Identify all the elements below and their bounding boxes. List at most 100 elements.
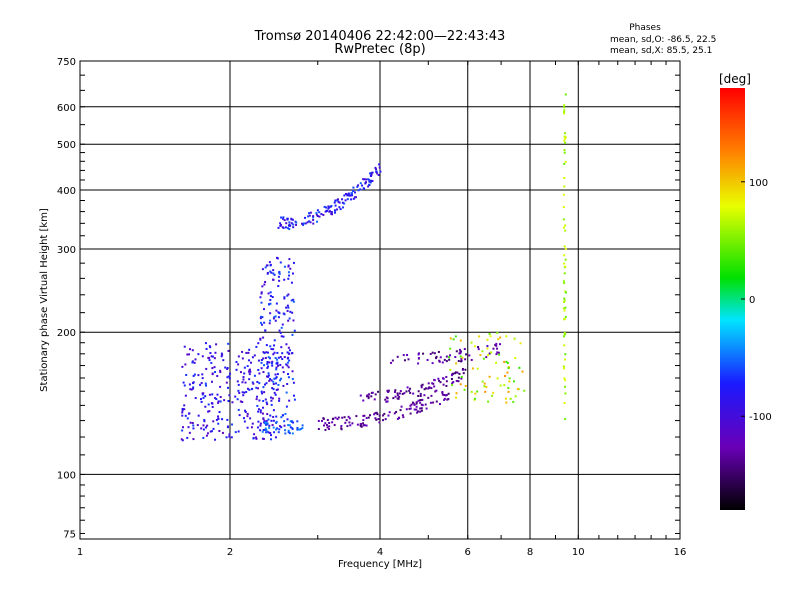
- data-point: [448, 358, 451, 361]
- data-point: [462, 372, 465, 375]
- data-point: [279, 355, 282, 358]
- data-point: [266, 271, 269, 274]
- data-point: [201, 377, 204, 380]
- data-point: [201, 373, 204, 376]
- data-point: [264, 427, 267, 430]
- data-point: [287, 372, 290, 375]
- data-point: [362, 414, 365, 417]
- data-point: [217, 401, 220, 404]
- data-point: [359, 188, 362, 191]
- data-point: [460, 357, 463, 360]
- data-point: [291, 378, 294, 381]
- data-point: [208, 345, 211, 348]
- data-point: [269, 298, 272, 301]
- data-point: [382, 419, 385, 422]
- data-point: [335, 208, 338, 211]
- data-point: [563, 358, 566, 361]
- data-point: [231, 401, 234, 404]
- data-point: [194, 358, 197, 361]
- data-point: [355, 415, 358, 418]
- data-point: [266, 375, 269, 378]
- data-point: [315, 213, 318, 216]
- data-point: [508, 380, 511, 383]
- data-point: [268, 303, 271, 306]
- data-point: [563, 335, 566, 338]
- data-point: [455, 392, 458, 395]
- data-point: [248, 388, 251, 391]
- data-point: [280, 377, 283, 380]
- data-point: [268, 322, 271, 325]
- data-point: [292, 261, 295, 264]
- data-point: [257, 410, 260, 413]
- data-point: [202, 396, 205, 399]
- data-point: [507, 390, 510, 393]
- data-point: [203, 419, 206, 422]
- data-point: [357, 189, 360, 192]
- data-point: [489, 335, 492, 338]
- data-point: [507, 386, 510, 389]
- data-point: [442, 383, 445, 386]
- data-point: [482, 357, 485, 360]
- data-point: [486, 345, 489, 348]
- data-point: [275, 366, 278, 369]
- data-point: [519, 342, 522, 345]
- data-point: [279, 331, 282, 334]
- data-point: [302, 222, 305, 225]
- data-point: [351, 189, 354, 192]
- data-point: [252, 382, 255, 385]
- data-point: [237, 363, 240, 366]
- data-point: [463, 388, 466, 391]
- data-point: [189, 388, 192, 391]
- data-point: [277, 316, 280, 319]
- data-point: [562, 307, 565, 310]
- data-point: [430, 387, 433, 390]
- data-point: [495, 361, 498, 364]
- data-point: [275, 376, 278, 379]
- data-point: [278, 329, 281, 332]
- data-point: [251, 381, 254, 384]
- data-point: [364, 181, 367, 184]
- data-point: [563, 112, 566, 115]
- data-point: [341, 201, 344, 204]
- data-point: [257, 342, 260, 345]
- data-point: [280, 326, 283, 329]
- data-point: [518, 366, 521, 369]
- data-point: [323, 205, 326, 208]
- data-point: [275, 358, 278, 361]
- data-point: [271, 295, 274, 298]
- data-point: [242, 378, 245, 381]
- data-point: [262, 336, 265, 339]
- data-point: [562, 206, 565, 209]
- data-point: [184, 363, 187, 366]
- data-point: [352, 186, 355, 189]
- data-point: [340, 425, 343, 428]
- data-point: [396, 394, 399, 397]
- data-point: [347, 192, 350, 195]
- data-point: [409, 412, 412, 415]
- data-point: [417, 410, 420, 413]
- data-point: [255, 398, 258, 401]
- data-point: [504, 374, 507, 377]
- data-point: [341, 198, 344, 201]
- data-point: [379, 170, 382, 173]
- data-point: [369, 172, 372, 175]
- data-point: [409, 391, 412, 394]
- data-point: [460, 375, 463, 378]
- data-point: [512, 400, 515, 403]
- data-point: [562, 193, 565, 196]
- data-point: [337, 200, 340, 203]
- data-point: [347, 415, 350, 418]
- data-point: [279, 363, 282, 366]
- data-point: [225, 381, 228, 384]
- data-point: [259, 296, 262, 299]
- data-point: [227, 400, 230, 403]
- data-point: [269, 377, 272, 380]
- data-point: [192, 386, 195, 389]
- data-point: [252, 437, 255, 440]
- data-point: [386, 400, 389, 403]
- data-point: [264, 398, 267, 401]
- data-point: [277, 364, 280, 367]
- data-point: [357, 184, 360, 187]
- data-point: [308, 220, 311, 223]
